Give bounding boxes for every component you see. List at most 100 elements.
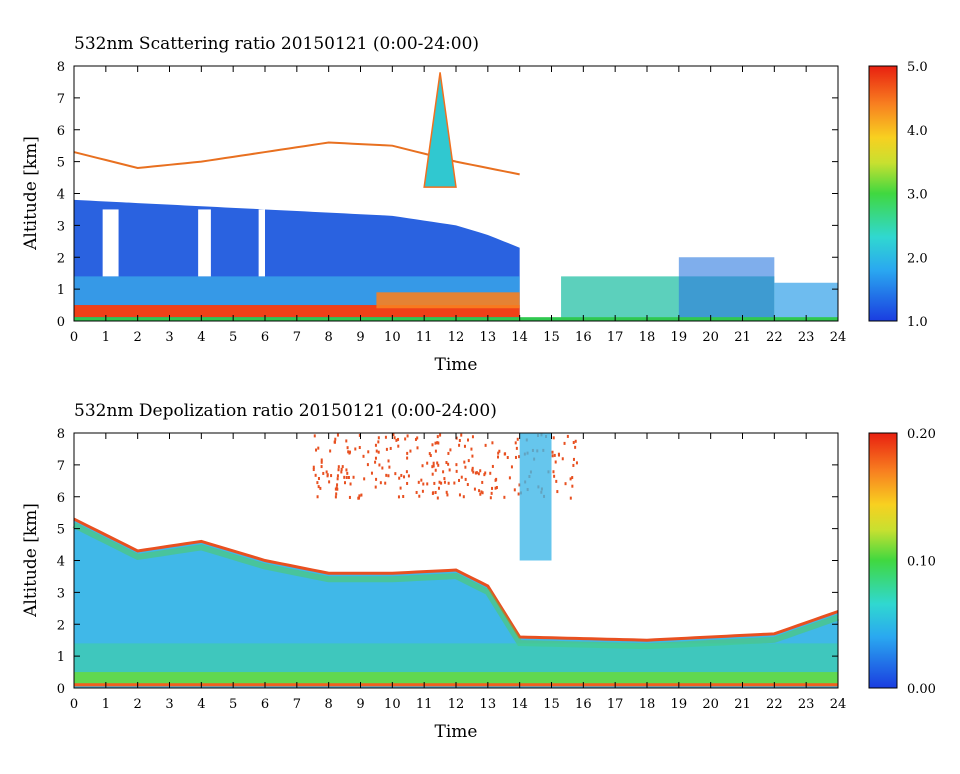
noise-dot — [389, 446, 392, 450]
noise-dot — [316, 481, 319, 485]
noise-dot — [428, 452, 431, 456]
lower-layer — [74, 643, 838, 673]
noise-dot — [455, 463, 458, 467]
noise-dot — [434, 491, 437, 495]
noise-dot — [553, 474, 556, 478]
y-axis-label: Altitude [km] — [21, 503, 41, 618]
noise-dot — [374, 460, 377, 464]
x-tick-label: 0 — [70, 330, 78, 345]
noise-dot — [421, 464, 424, 468]
noise-dot — [337, 465, 340, 469]
noise-dot — [483, 473, 486, 477]
noise-dot — [446, 493, 449, 497]
scattering-ratio-panel: 532nm Scattering ratio 20150121 (0:00-24… — [21, 34, 928, 375]
noise-dot — [403, 475, 406, 479]
noise-dot — [345, 439, 348, 443]
x-tick-label: 15 — [543, 697, 560, 712]
noise-dot — [431, 443, 434, 447]
x-tick-label: 18 — [639, 330, 656, 345]
x-tick-label: 19 — [671, 330, 688, 345]
noise-dot — [416, 446, 419, 450]
noise-dot — [414, 437, 417, 441]
noise-dot — [431, 472, 434, 476]
noise-dot — [336, 477, 339, 481]
noise-dot — [346, 446, 349, 450]
x-tick-label: 4 — [197, 330, 205, 345]
noise-dot — [569, 496, 572, 500]
noise-dot — [458, 438, 461, 442]
noise-dot — [455, 469, 458, 473]
x-tick-label: 12 — [448, 330, 465, 345]
noise-dot — [312, 465, 315, 469]
noise-dot — [313, 434, 316, 438]
noise-dot — [484, 443, 487, 447]
noise-dot — [474, 471, 477, 475]
noise-dot — [552, 470, 555, 474]
noise-dot — [436, 496, 439, 500]
noise-dot — [554, 460, 557, 464]
y-tick-label: 7 — [57, 459, 65, 474]
noise-dot — [472, 470, 475, 474]
heatmap-area: 0 1 2 3 4 5 6 7 8 9 10 11 12 13 14 15 16 17 18 19 20 21 22 23 24… — [57, 427, 936, 712]
noise-dot — [494, 486, 497, 490]
x-tick-label: 5 — [229, 697, 237, 712]
noise-dot — [416, 436, 419, 440]
noise-dot — [409, 449, 412, 453]
noise-dot — [384, 481, 387, 485]
noise-dot — [337, 468, 340, 472]
y-tick-label: 5 — [57, 156, 65, 171]
noise-dot — [464, 465, 467, 469]
colorbar-tick-label: 0.20 — [907, 427, 936, 442]
chart-title: 532nm Scattering ratio 20150121 (0:00-24… — [74, 34, 479, 54]
noise-dot — [377, 440, 380, 444]
noise-dot — [437, 463, 440, 467]
noise-dot — [354, 447, 357, 451]
noise-dot — [352, 475, 355, 479]
x-tick-label: 9 — [356, 697, 364, 712]
noise-dot — [367, 450, 370, 454]
noise-dot — [453, 481, 456, 485]
noise-dot — [471, 454, 474, 458]
noise-dot — [434, 468, 437, 472]
colorbar-tick-label: 4.0 — [907, 124, 928, 139]
x-tick-label: 2 — [134, 697, 142, 712]
noise-dot — [510, 465, 513, 469]
noise-dot — [334, 437, 337, 441]
noise-dot — [375, 477, 378, 481]
noise-dot — [566, 434, 569, 438]
noise-dot — [343, 475, 346, 479]
x-tick-label: 3 — [165, 330, 173, 345]
x-tick-label: 19 — [671, 697, 688, 712]
x-tick-label: 13 — [480, 330, 497, 345]
noise-dot — [317, 446, 320, 450]
x-tick-label: 1 — [102, 330, 110, 345]
noise-dot — [551, 450, 554, 454]
x-tick-label: 22 — [766, 330, 783, 345]
y-tick-label: 5 — [57, 523, 65, 538]
noise-dot — [432, 461, 435, 465]
noise-dot — [329, 449, 332, 453]
noise-dot — [358, 494, 361, 498]
noise-dot — [555, 479, 558, 483]
noise-dot — [563, 441, 566, 445]
noise-dot — [473, 487, 476, 491]
noise-dot — [518, 455, 521, 459]
noise-dot — [346, 471, 349, 475]
x-tick-label: 20 — [702, 330, 719, 345]
x-tick-label: 23 — [798, 330, 815, 345]
noise-dot — [345, 475, 348, 479]
x-tick-label: 24 — [830, 697, 847, 712]
noise-dot — [394, 472, 397, 476]
noise-dot — [326, 474, 329, 478]
noise-dot — [432, 491, 435, 495]
noise-dot — [397, 437, 400, 441]
noise-dot — [392, 433, 395, 437]
noise-dot — [406, 451, 409, 455]
noise-dot — [340, 470, 343, 474]
y-tick-label: 3 — [57, 219, 65, 234]
x-tick-label: 15 — [543, 330, 560, 345]
noise-dot — [358, 433, 361, 437]
colorbar-tick-label: 1.0 — [907, 315, 928, 330]
noise-dot — [489, 496, 492, 500]
noise-dot — [334, 495, 337, 499]
